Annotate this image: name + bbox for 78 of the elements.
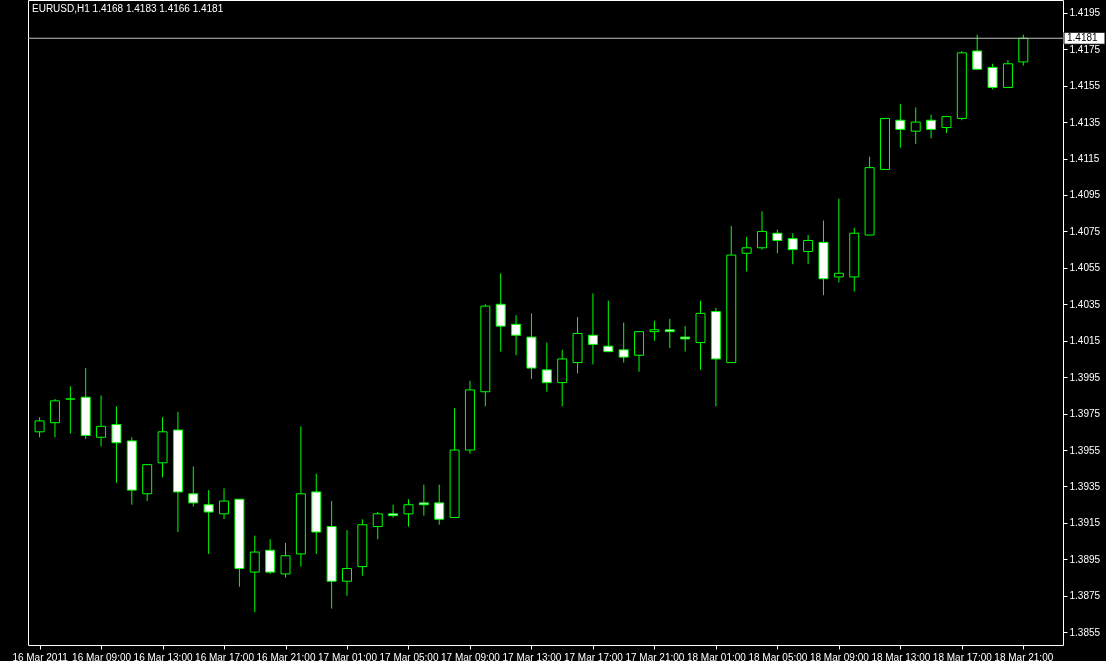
chart-title: EURUSD,H1 1.4168 1.4183 1.4166 1.4181 [32,3,224,14]
candlestick [664,318,675,349]
y-tick-label: 1.3935 [1069,480,1101,492]
candlestick [265,538,276,575]
y-tick-label: 1.4175 [1069,43,1101,55]
ref-line-label: 1.4181 [1067,32,1099,44]
x-tick-label: 17 Mar 01:00 [318,651,378,661]
y-tick-label: 1.3915 [1069,517,1101,529]
y-tick-label: 1.4035 [1069,298,1101,310]
y-tick-label: 1.3955 [1069,444,1101,456]
candlestick [342,529,352,597]
x-tick-label: 17 Mar 17:00 [563,651,624,661]
x-tick-label: 17 Mar 05:00 [379,651,439,661]
candlestick [972,34,983,70]
x-tick-label: 18 Mar 17:00 [932,651,993,661]
x-tick-label: 16 Mar 13:00 [133,651,193,661]
candlestick [34,416,45,438]
candlestick [649,320,660,342]
x-tick-label: 18 Mar 05:00 [748,651,808,661]
y-tick-label: 1.4195 [1069,7,1101,19]
candlestick [280,542,291,579]
x-tick-label: 17 Mar 21:00 [625,651,685,661]
candlestick [511,314,522,356]
candlestick [618,322,629,364]
x-tick-label: 17 Mar 13:00 [502,651,562,661]
candlestick [603,300,614,353]
candlestick [111,405,122,484]
x-tick-label: 17 Mar 09:00 [441,651,501,661]
x-tick-label: 18 Mar 09:00 [809,651,870,661]
y-tick-label: 1.4155 [1069,80,1101,92]
candlestick [372,511,383,540]
y-tick-label: 1.4055 [1069,262,1101,274]
y-tick-label: 1.4095 [1069,189,1101,201]
candlestick [803,234,814,265]
y-tick-label: 1.4015 [1069,335,1101,347]
candlestick [895,103,906,149]
y-tick-label: 1.3875 [1069,590,1101,602]
candlestick [65,385,76,435]
x-tick-label: 16 Mar 09:00 [72,651,132,661]
candlestick [188,465,199,508]
candlestick [96,394,107,447]
candlestick [388,504,399,518]
y-tick-label: 1.3975 [1069,408,1101,420]
candlestick [1018,34,1029,67]
x-tick-label: 16 Mar 21:00 [256,651,316,661]
candlestick [772,229,783,254]
candlestick [680,325,691,353]
candlestick [418,484,429,517]
candlestick [49,398,60,438]
candlestick [987,63,998,90]
y-tick-label: 1.3895 [1069,553,1101,565]
x-tick-label: 18 Mar 21:00 [994,651,1054,661]
candlestick [557,349,568,407]
y-tick-label: 1.4135 [1069,116,1101,128]
candlestick [403,498,414,528]
y-tick-label: 1.3995 [1069,371,1101,383]
candlestick [926,114,937,139]
x-tick-label: 18 Mar 01:00 [686,651,747,661]
candlestick [910,107,921,145]
candlestick [1002,59,1013,88]
candlestick [741,236,752,272]
candlestick [634,331,645,373]
y-tick-label: 1.4115 [1069,153,1100,165]
candlestick [757,210,768,251]
candlestick [219,487,230,520]
x-tick-label: 18 Mar 13:00 [871,651,931,661]
candlestick [434,484,445,526]
candlestick [495,272,506,353]
y-tick-label: 1.3855 [1069,626,1101,638]
candlestick [787,232,798,265]
x-tick-label: 16 Mar 17:00 [195,651,255,661]
x-tick-label: 16 Mar 2011 [12,651,69,661]
candlestick [203,489,214,555]
candlestick [249,535,260,613]
candlestick [833,198,844,283]
y-tick-label: 1.4075 [1069,225,1101,237]
candlestick [587,292,598,365]
candlestick [541,342,552,393]
